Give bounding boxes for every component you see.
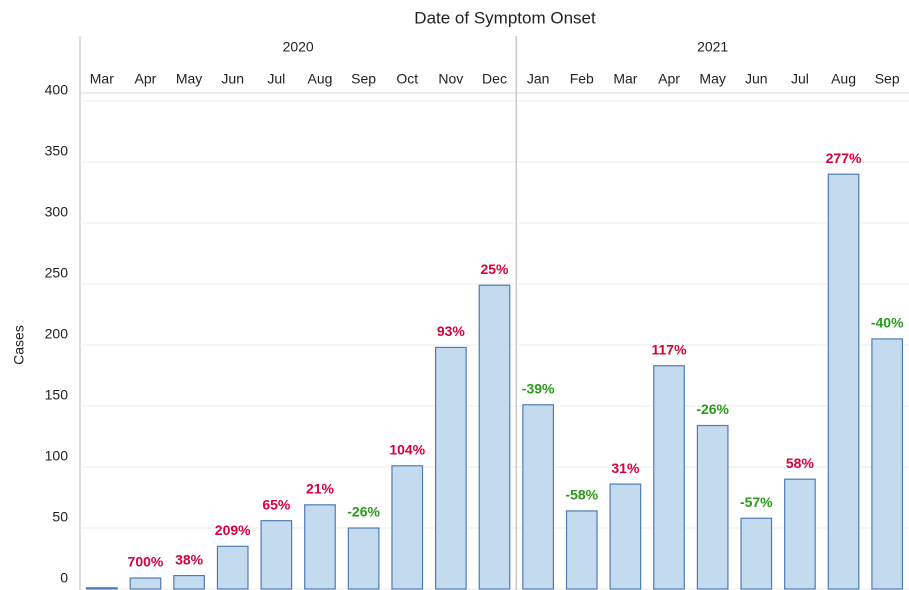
y-tick-label: 300: [45, 204, 69, 220]
x-tick-label: Jan: [527, 71, 550, 87]
change-label: -26%: [696, 401, 729, 417]
change-label: 93%: [437, 323, 466, 339]
x-tick-label: Dec: [482, 71, 507, 87]
bar: [304, 504, 336, 590]
bar: [216, 545, 249, 590]
change-label: 21%: [306, 481, 335, 497]
change-label: 277%: [826, 150, 862, 166]
x-tick-label: Sep: [351, 71, 376, 87]
x-tick-label: Oct: [396, 71, 418, 87]
bar: [522, 404, 555, 590]
x-tick-label: May: [176, 71, 202, 87]
x-tick-label: Apr: [658, 71, 680, 87]
change-label: -58%: [565, 487, 598, 503]
x-tick-label: Nov: [438, 71, 463, 87]
year-label: 2021: [697, 39, 728, 55]
y-tick-label: 0: [60, 570, 68, 586]
bar: [827, 173, 860, 590]
y-tick-label: 100: [45, 448, 69, 464]
bar: [85, 587, 118, 590]
chart-title: Date of Symptom Onset: [414, 8, 596, 27]
y-tick-label: 350: [45, 143, 69, 159]
year-label: 2020: [283, 39, 314, 55]
x-tick-label: Jul: [791, 71, 809, 87]
x-tick-label: Jun: [745, 71, 768, 87]
y-tick-label: 50: [52, 509, 68, 525]
y-tick-label: 250: [45, 265, 69, 281]
change-label: 104%: [389, 441, 425, 457]
bar: [653, 365, 685, 590]
change-label: 65%: [262, 496, 291, 512]
y-axis-label: Cases: [11, 325, 27, 365]
change-label: 25%: [480, 261, 509, 277]
bar: [260, 520, 293, 590]
change-label: 117%: [652, 341, 688, 357]
change-label: 58%: [786, 455, 815, 471]
change-label: 209%: [215, 522, 251, 538]
x-tick-label: Feb: [570, 71, 594, 87]
change-label: -40%: [871, 315, 904, 331]
change-label: -26%: [347, 504, 380, 520]
x-tick-label: Sep: [875, 71, 900, 87]
bar: [565, 510, 598, 590]
bar: [129, 577, 162, 590]
x-tick-label: Mar: [90, 71, 114, 87]
bar: [784, 478, 816, 590]
bar: [173, 574, 205, 590]
bar: [391, 465, 424, 590]
x-tick-label: Aug: [831, 71, 856, 87]
y-tick-label: 200: [45, 326, 69, 342]
y-tick-label: 150: [45, 387, 69, 403]
bar: [434, 346, 467, 590]
x-tick-label: May: [699, 71, 725, 87]
change-label: 31%: [611, 460, 640, 476]
change-label: -39%: [522, 380, 555, 396]
x-tick-label: Jun: [221, 71, 244, 87]
bar: [478, 284, 511, 590]
bar: [609, 483, 642, 590]
y-tick-label: 400: [45, 82, 69, 98]
x-tick-label: Aug: [308, 71, 333, 87]
bar: [871, 338, 904, 590]
change-label: 38%: [175, 551, 204, 567]
x-tick-label: Jul: [267, 71, 285, 87]
change-label: -57%: [740, 494, 773, 510]
change-label: 700%: [128, 554, 164, 570]
bar: [740, 517, 773, 590]
x-tick-label: Mar: [613, 71, 637, 87]
bar: [347, 527, 380, 590]
bar: [696, 424, 729, 590]
x-tick-label: Apr: [135, 71, 157, 87]
